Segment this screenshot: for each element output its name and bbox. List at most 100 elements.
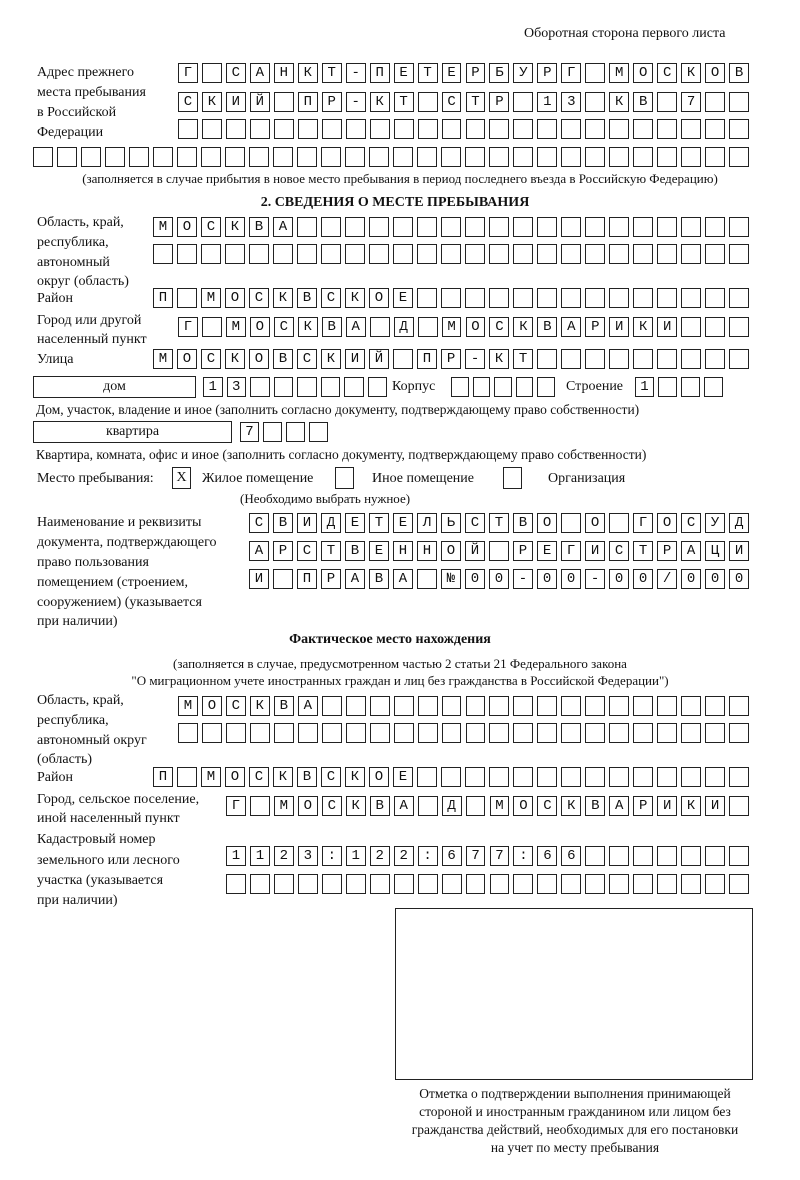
char-box[interactable] [177, 147, 197, 167]
char-box[interactable] [609, 796, 630, 816]
char-box[interactable] [489, 147, 509, 167]
char-box[interactable] [513, 217, 533, 237]
char-box[interactable] [297, 217, 317, 237]
char-box[interactable] [681, 874, 702, 894]
char-box[interactable] [226, 874, 246, 894]
char-box[interactable] [226, 796, 246, 816]
char-box[interactable] [633, 696, 654, 716]
char-box[interactable] [681, 569, 701, 589]
char-box[interactable] [320, 377, 340, 397]
char-box[interactable] [369, 541, 389, 561]
char-box[interactable] [273, 349, 293, 369]
char-box[interactable] [441, 796, 462, 816]
char-box[interactable] [561, 767, 581, 787]
char-box[interactable] [393, 317, 414, 337]
prev-address-row-4[interactable] [33, 147, 753, 169]
char-box[interactable] [633, 796, 654, 816]
cadastral-row-1[interactable]: 1123:122:677:66 [226, 846, 753, 868]
korpus-row[interactable] [451, 377, 559, 399]
char-box[interactable] [537, 513, 557, 533]
char-box[interactable] [537, 377, 555, 397]
char-box[interactable] [250, 377, 270, 397]
char-box[interactable] [273, 217, 293, 237]
char-box[interactable] [513, 147, 533, 167]
char-box[interactable] [225, 63, 246, 83]
char-box[interactable] [705, 796, 726, 816]
char-box[interactable] [393, 349, 413, 369]
char-box[interactable] [465, 92, 486, 112]
char-box[interactable] [273, 288, 293, 308]
char-box[interactable] [585, 147, 605, 167]
char-box[interactable] [489, 244, 509, 264]
char-box[interactable] [681, 513, 701, 533]
char-box[interactable] [273, 147, 293, 167]
char-box[interactable] [225, 317, 246, 337]
char-box[interactable] [681, 541, 701, 561]
char-box[interactable] [681, 92, 702, 112]
char-box[interactable] [441, 569, 461, 589]
char-box[interactable] [489, 217, 509, 237]
char-box[interactable] [561, 796, 582, 816]
char-box[interactable] [153, 244, 173, 264]
char-box[interactable] [201, 349, 221, 369]
char-box[interactable] [465, 723, 486, 743]
char-box[interactable] [417, 696, 438, 716]
char-box[interactable] [465, 217, 485, 237]
char-box[interactable] [705, 767, 725, 787]
stay-organization-checkbox[interactable] [503, 467, 522, 489]
char-box[interactable] [705, 244, 725, 264]
char-box[interactable] [729, 147, 749, 167]
char-box[interactable] [633, 147, 653, 167]
char-box[interactable] [494, 377, 512, 397]
actual-region-row-2[interactable] [178, 723, 753, 745]
char-box[interactable] [537, 349, 557, 369]
char-box[interactable] [561, 217, 581, 237]
char-box[interactable] [369, 92, 390, 112]
char-box[interactable] [178, 92, 198, 112]
char-box[interactable] [249, 63, 270, 83]
char-box[interactable] [369, 119, 390, 139]
char-box[interactable] [367, 377, 387, 397]
char-box[interactable] [513, 874, 534, 894]
char-box[interactable] [729, 513, 749, 533]
char-box[interactable] [345, 513, 365, 533]
char-box[interactable] [633, 723, 654, 743]
char-box[interactable] [513, 569, 533, 589]
char-box[interactable] [345, 92, 366, 112]
char-box[interactable] [657, 723, 678, 743]
char-box[interactable] [345, 796, 366, 816]
char-box[interactable] [297, 119, 318, 139]
char-box[interactable] [393, 119, 414, 139]
char-box[interactable] [465, 349, 485, 369]
char-box[interactable] [537, 846, 558, 866]
char-box[interactable] [657, 119, 678, 139]
char-box[interactable] [537, 217, 557, 237]
char-box[interactable] [681, 217, 701, 237]
char-box[interactable] [321, 217, 341, 237]
char-box[interactable] [537, 541, 557, 561]
char-box[interactable] [729, 874, 749, 894]
char-box[interactable] [657, 513, 677, 533]
char-box[interactable] [178, 696, 198, 716]
char-box[interactable] [633, 541, 653, 561]
char-box[interactable] [417, 874, 438, 894]
char-box[interactable] [729, 569, 749, 589]
char-box[interactable] [537, 119, 558, 139]
region-row-1[interactable]: МОСКВА [153, 217, 753, 239]
building-row[interactable]: 1 [635, 377, 727, 399]
char-box[interactable] [585, 317, 606, 337]
char-box[interactable] [369, 767, 389, 787]
char-box[interactable] [249, 244, 269, 264]
char-box[interactable] [417, 317, 438, 337]
char-box[interactable] [345, 317, 366, 337]
char-box[interactable] [369, 63, 390, 83]
char-box[interactable] [513, 723, 534, 743]
char-box[interactable] [513, 288, 533, 308]
char-box[interactable] [273, 244, 293, 264]
char-box[interactable] [489, 569, 509, 589]
char-box[interactable] [513, 513, 533, 533]
region-row-2[interactable] [153, 244, 753, 266]
char-box[interactable] [249, 696, 270, 716]
char-box[interactable] [537, 317, 558, 337]
char-box[interactable] [633, 349, 653, 369]
